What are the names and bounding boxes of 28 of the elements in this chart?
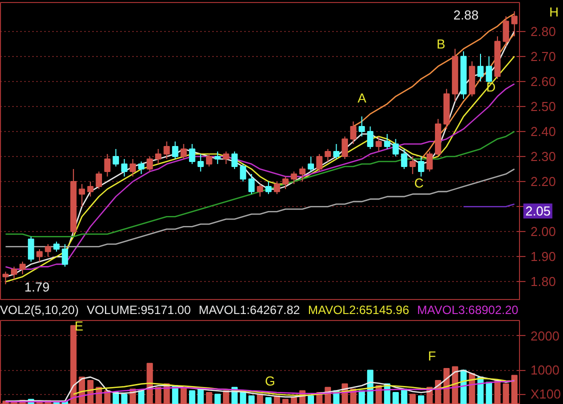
annotation: 1.79 <box>24 280 50 294</box>
y-tick-label: 2.60 <box>530 74 556 89</box>
annotation: A <box>358 90 366 106</box>
annotation: G <box>264 374 276 388</box>
chart-title: VOL2(5,10,20) <box>0 303 79 317</box>
annotation: 2.88 <box>453 8 479 22</box>
annotation: H <box>549 4 559 20</box>
y-tick-label: 2.70 <box>530 48 556 64</box>
annotation: F <box>428 348 436 364</box>
y-tick-label: 2000 <box>530 328 560 344</box>
text: MAVOL2:65145.96 <box>308 303 410 317</box>
y-tick-label: 1.90 <box>530 249 556 264</box>
y-tick-label: 1000 <box>530 362 560 378</box>
text: MAVOL3:68902.20 <box>417 303 518 317</box>
y-tick-label: 2.50 <box>530 98 556 114</box>
text: MAVOL1:64267.82 <box>198 303 300 317</box>
y-tick-label: 2.40 <box>530 124 556 139</box>
y-tick-label: 2.30 <box>530 149 556 164</box>
y-tick-label: 2.80 <box>530 24 556 39</box>
annotation: E <box>74 318 84 334</box>
y-tick-label: 2.20 <box>530 174 556 190</box>
chart-subtitle: VOLUME:95171.00 <box>86 303 191 317</box>
annotation: B <box>436 36 446 52</box>
y-tick-label: 2.00 <box>530 224 556 240</box>
y-tick-label: X100 <box>530 386 561 402</box>
annotation: C <box>414 176 424 190</box>
annotation: 2.05 <box>523 204 553 218</box>
y-tick-label: 1.80 <box>530 274 556 290</box>
